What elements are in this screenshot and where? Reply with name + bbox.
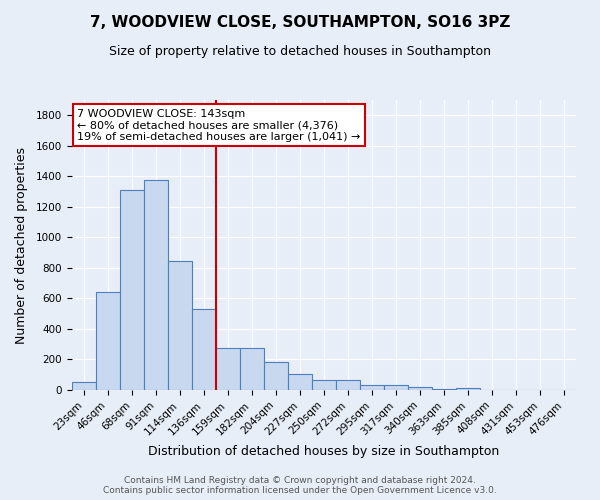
- Bar: [240, 348, 264, 390]
- Bar: [432, 389, 456, 390]
- Bar: [456, 388, 480, 390]
- Bar: [360, 384, 384, 390]
- Bar: [216, 348, 240, 390]
- Bar: [288, 374, 312, 390]
- Bar: [408, 388, 432, 390]
- Bar: [96, 292, 120, 390]
- Bar: [168, 261, 192, 390]
- Bar: [192, 309, 216, 390]
- Text: 7, WOODVIEW CLOSE, SOUTHAMPTON, SO16 3PZ: 7, WOODVIEW CLOSE, SOUTHAMPTON, SO16 3PZ: [90, 15, 510, 30]
- Bar: [384, 384, 408, 390]
- Bar: [336, 380, 360, 390]
- Y-axis label: Number of detached properties: Number of detached properties: [14, 146, 28, 344]
- Bar: [312, 380, 336, 390]
- X-axis label: Distribution of detached houses by size in Southampton: Distribution of detached houses by size …: [148, 445, 500, 458]
- Bar: [72, 382, 96, 390]
- Bar: [264, 362, 288, 390]
- Text: Contains HM Land Registry data © Crown copyright and database right 2024.
Contai: Contains HM Land Registry data © Crown c…: [103, 476, 497, 495]
- Bar: [120, 190, 144, 390]
- Text: Size of property relative to detached houses in Southampton: Size of property relative to detached ho…: [109, 45, 491, 58]
- Bar: [144, 180, 168, 390]
- Text: 7 WOODVIEW CLOSE: 143sqm
← 80% of detached houses are smaller (4,376)
19% of sem: 7 WOODVIEW CLOSE: 143sqm ← 80% of detach…: [77, 108, 361, 142]
